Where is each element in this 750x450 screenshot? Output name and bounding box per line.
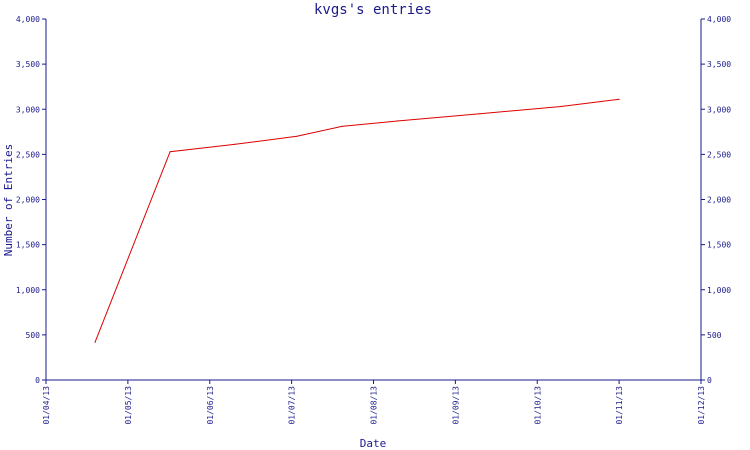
y-tick-label-right: 3,500 bbox=[707, 60, 731, 69]
x-tick-label: 01/05/13 bbox=[124, 386, 133, 425]
y-tick-label-right: 0 bbox=[707, 376, 712, 385]
y-tick-label-right: 2,000 bbox=[707, 196, 731, 205]
x-tick-label: 01/06/13 bbox=[206, 386, 215, 425]
chart-title: kvgs's entries bbox=[314, 2, 432, 18]
y-tick-label-right: 500 bbox=[707, 331, 722, 340]
data-point bbox=[560, 105, 562, 108]
series-line bbox=[94, 98, 620, 343]
y-tick-label-left: 3,500 bbox=[16, 60, 40, 69]
y-tick-label-right: 2,500 bbox=[707, 150, 731, 159]
data-point bbox=[296, 135, 298, 137]
x-tick-label: 01/10/13 bbox=[533, 386, 542, 425]
x-tick-label: 01/07/13 bbox=[288, 386, 297, 425]
x-tick-label: 01/09/13 bbox=[451, 386, 460, 425]
axes bbox=[45, 19, 702, 381]
y-axis-label: Number of Entries bbox=[2, 144, 15, 257]
y-tick-label-left: 2,000 bbox=[16, 196, 40, 205]
y-tick-label-left: 500 bbox=[26, 331, 41, 340]
data-point bbox=[169, 151, 171, 153]
y-tick-label-left: 4,000 bbox=[16, 15, 40, 24]
data-point bbox=[233, 143, 235, 145]
x-tick-label: 01/11/13 bbox=[615, 386, 624, 425]
y-tick-label-right: 1,500 bbox=[707, 241, 731, 250]
data-point bbox=[479, 113, 481, 115]
data-point bbox=[94, 341, 96, 343]
y-tick-label-left: 1,000 bbox=[16, 286, 40, 295]
y-tick-label-right: 1,000 bbox=[707, 286, 731, 295]
data-point bbox=[618, 98, 620, 100]
x-tick-label: 01/08/13 bbox=[370, 386, 379, 425]
data-point bbox=[341, 125, 343, 127]
y-tick-label-left: 3,000 bbox=[16, 105, 40, 114]
y-tick-label-right: 3,000 bbox=[707, 105, 731, 114]
data-point bbox=[396, 120, 398, 122]
x-tick-label: 01/04/13 bbox=[42, 386, 51, 425]
ticks: 0 0 500 500 1,000 1,000 1,500 1,500 2,000 2,000 2,… bbox=[16, 15, 731, 425]
x-axis-label: Date bbox=[360, 437, 387, 450]
x-tick-label: 01/12/13 bbox=[697, 386, 706, 425]
series-layer bbox=[94, 98, 620, 343]
y-tick-label-left: 2,500 bbox=[16, 150, 40, 159]
y-tick-label-left: 0 bbox=[35, 376, 40, 385]
y-tick-label-right: 4,000 bbox=[707, 15, 731, 24]
y-tick-label-left: 1,500 bbox=[16, 241, 40, 250]
